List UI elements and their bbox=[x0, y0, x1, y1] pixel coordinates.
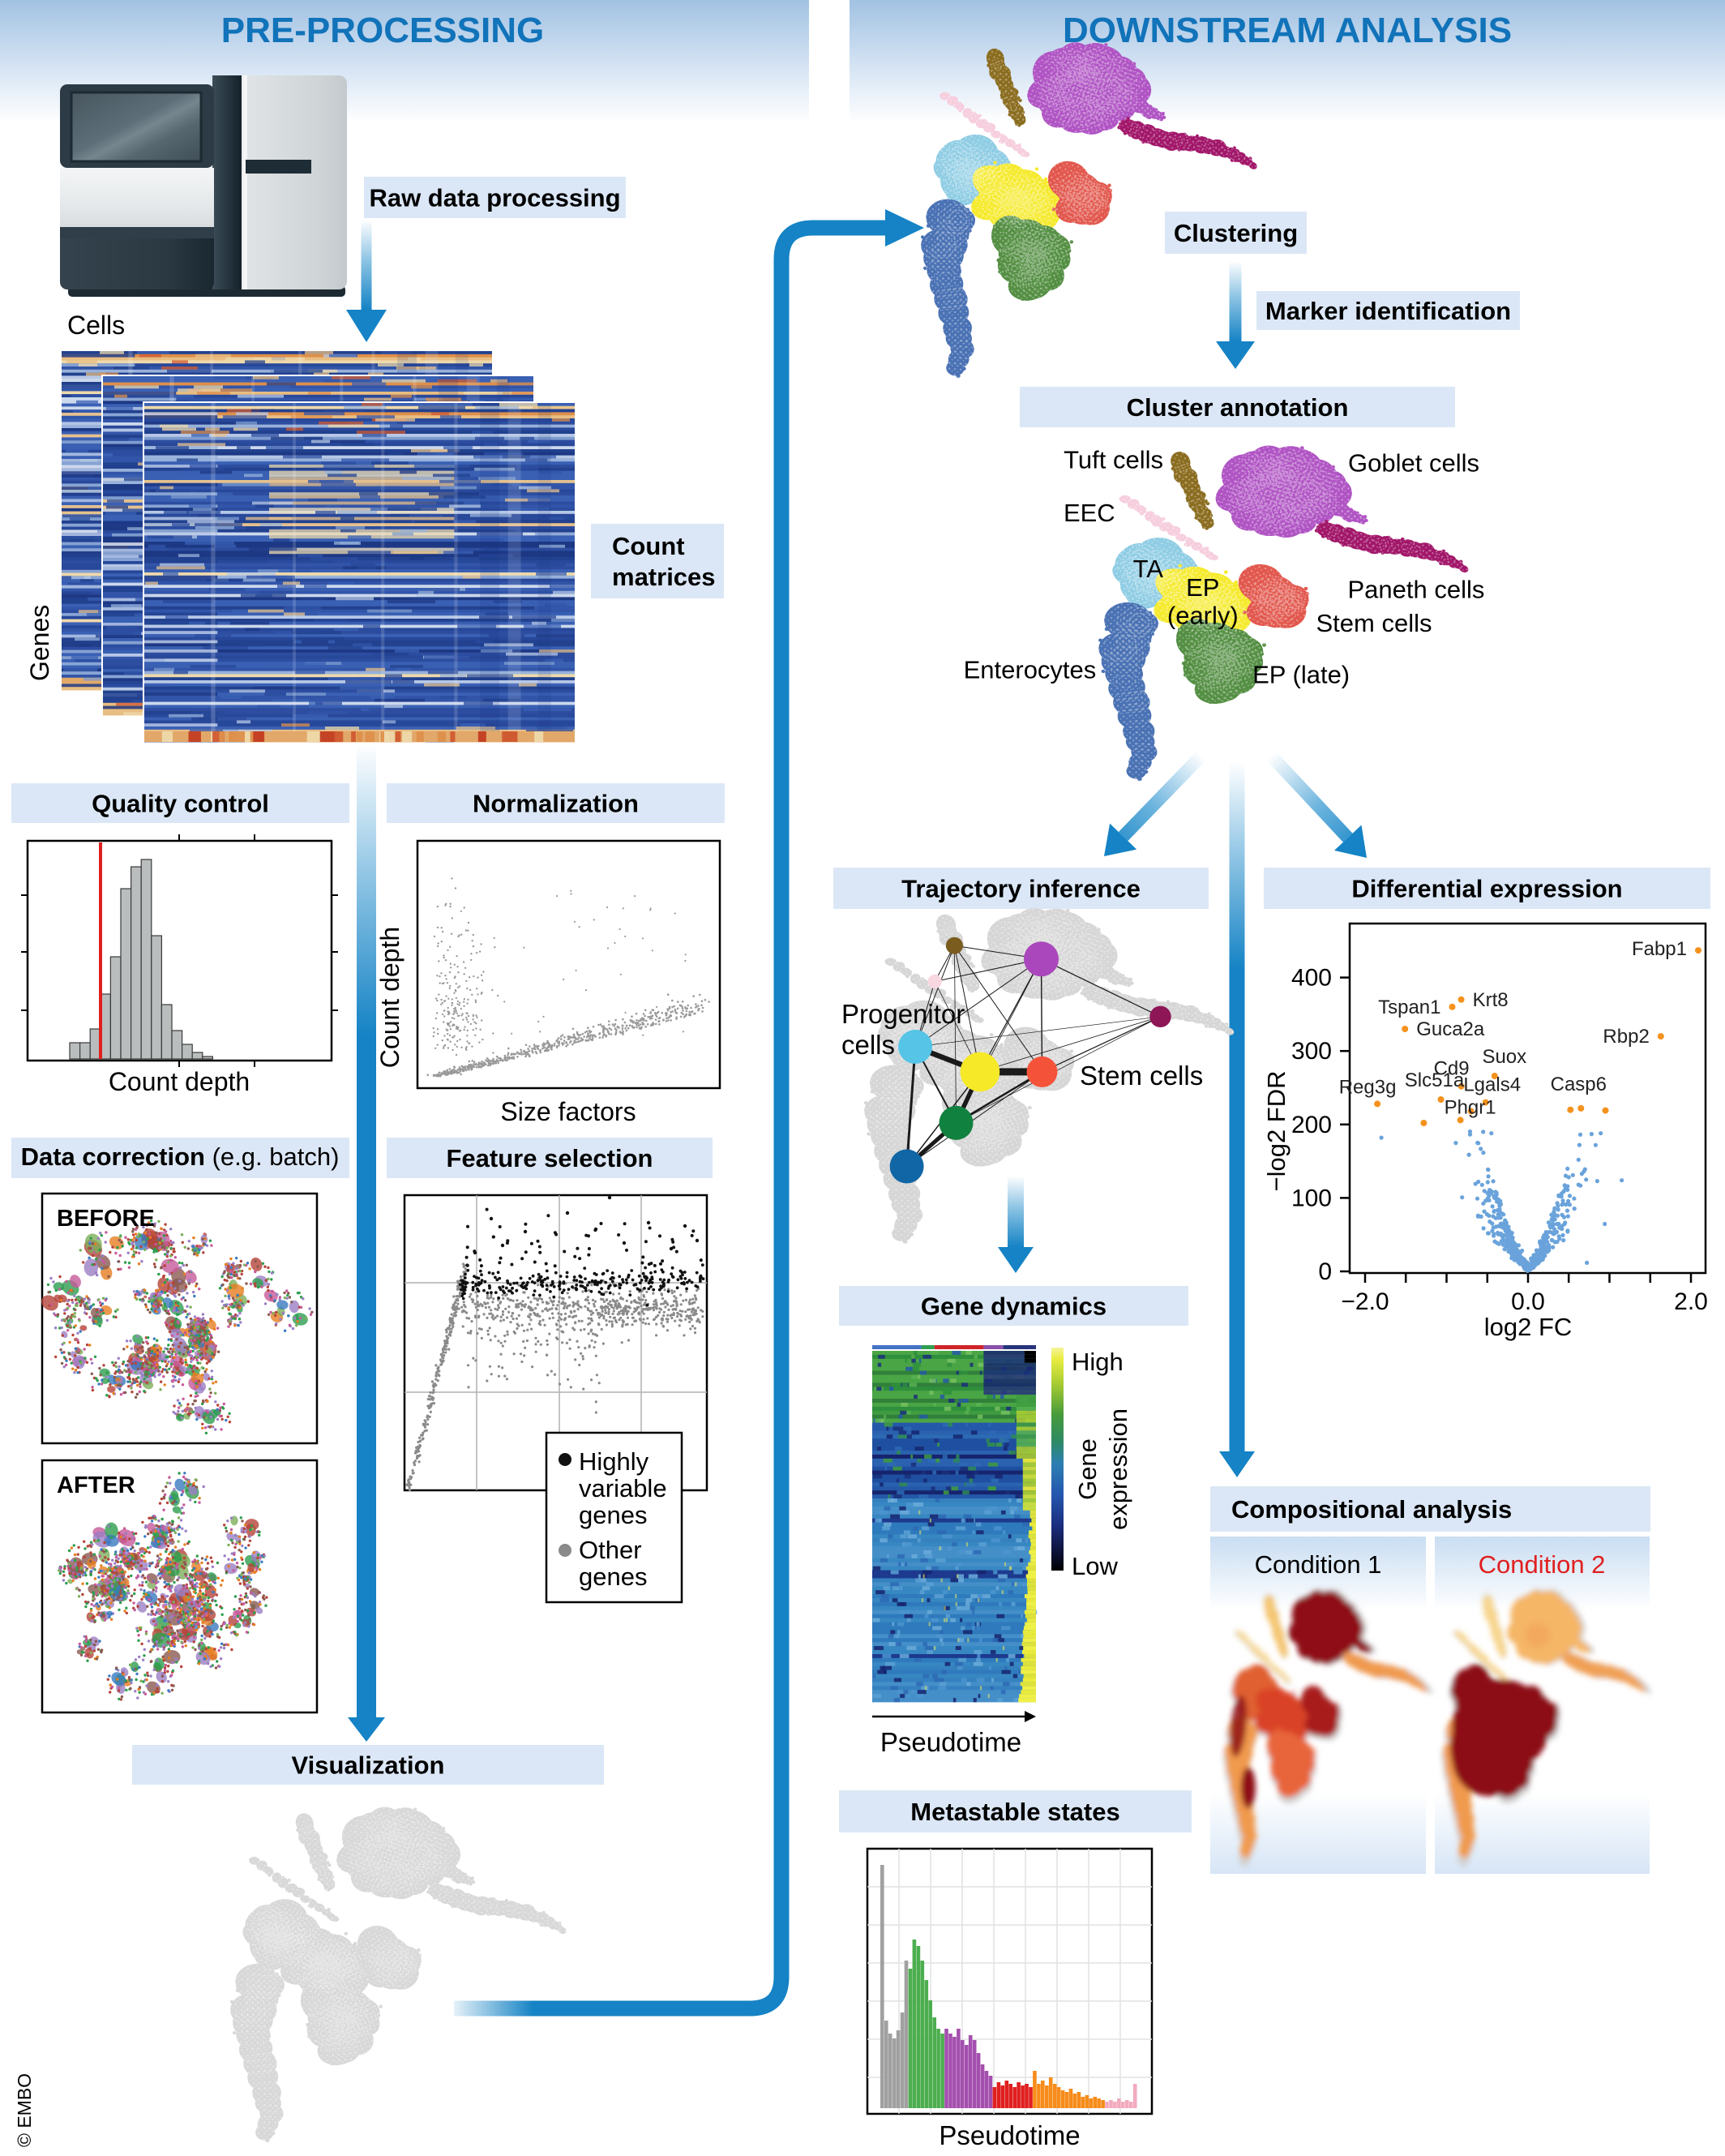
svg-text:BEFORE: BEFORE bbox=[57, 1206, 155, 1232]
svg-text:Count: Count bbox=[612, 532, 685, 560]
svg-text:DOWNSTREAM ANALYSIS: DOWNSTREAM ANALYSIS bbox=[1063, 11, 1512, 50]
svg-text:Normalization: Normalization bbox=[473, 790, 639, 818]
svg-text:Cells: Cells bbox=[67, 311, 125, 340]
svg-text:Raw data processing: Raw data processing bbox=[369, 184, 620, 212]
svg-text:Data correction (e.g. batch): Data correction (e.g. batch) bbox=[21, 1142, 340, 1171]
svg-text:Quality control: Quality control bbox=[92, 790, 269, 818]
svg-text:Size factors: Size factors bbox=[500, 1097, 636, 1126]
svg-text:Count depth: Count depth bbox=[375, 927, 404, 1068]
svg-text:Count depth: Count depth bbox=[109, 1067, 250, 1096]
svg-text:PRE-PROCESSING: PRE-PROCESSING bbox=[221, 11, 545, 50]
svg-text:Genes: Genes bbox=[25, 605, 54, 681]
svg-text:matrices: matrices bbox=[612, 563, 716, 591]
